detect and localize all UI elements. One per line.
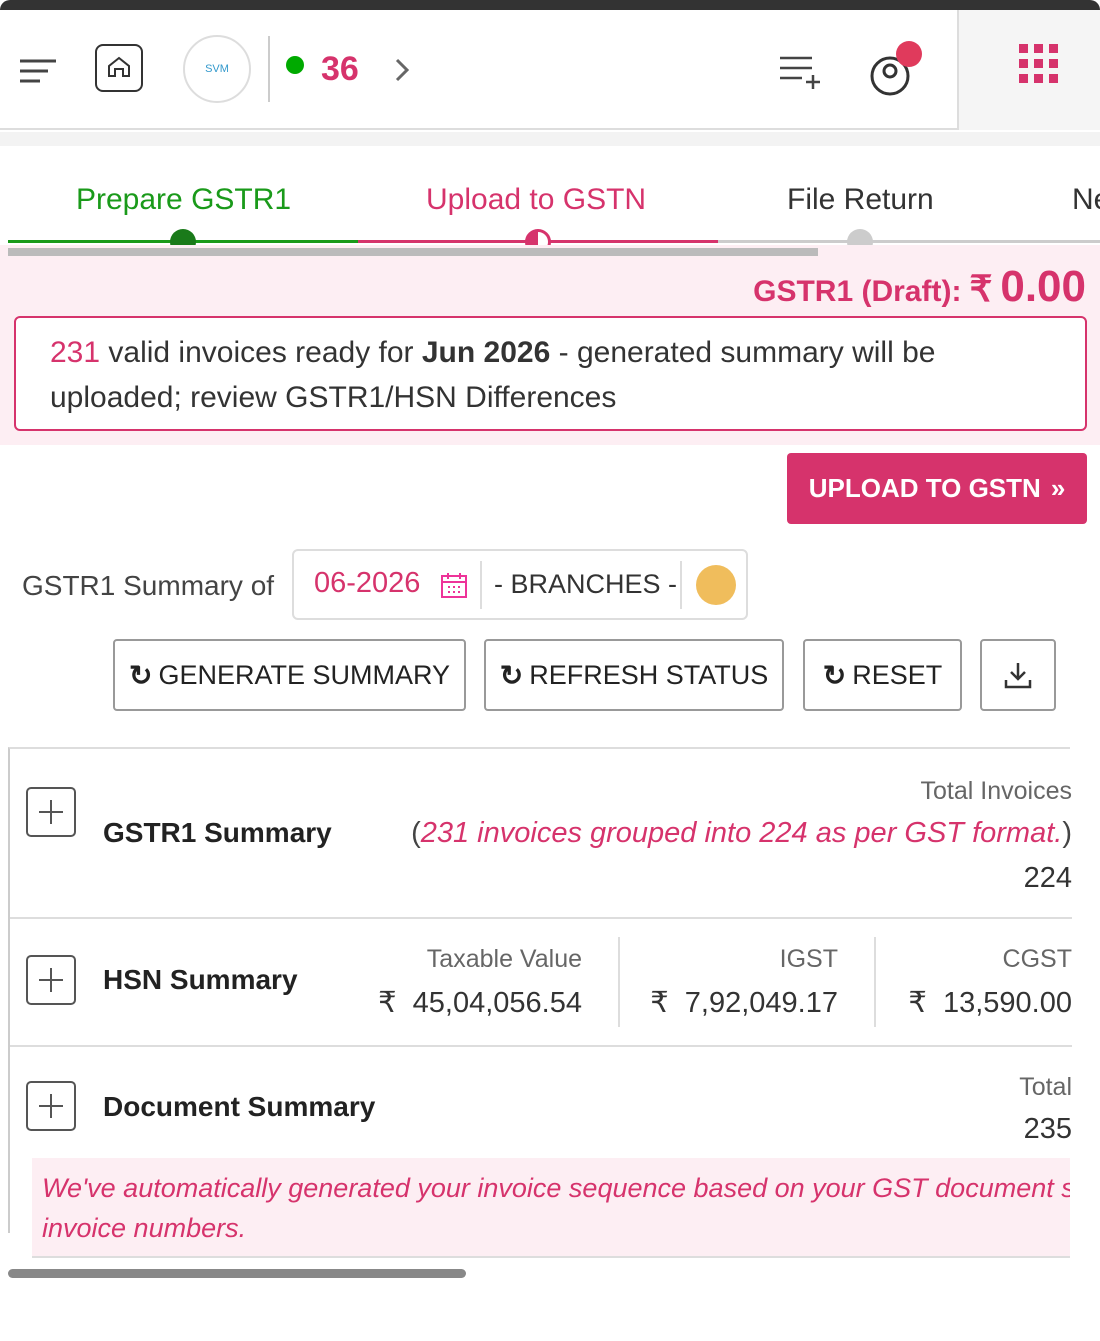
button-label: GENERATE SUMMARY xyxy=(158,659,450,690)
message-line: We've automatically generated your invoi… xyxy=(42,1173,1070,1203)
metric-label: Total xyxy=(1019,1073,1072,1101)
metric-label: Total Invoices xyxy=(920,777,1072,805)
badge-count: 36 xyxy=(321,50,359,88)
scrollbar[interactable] xyxy=(8,1269,466,1278)
list-add-icon[interactable] xyxy=(778,54,822,92)
notice-text: valid invoices ready for xyxy=(100,336,422,369)
metric-value: 224 xyxy=(1023,862,1072,894)
message-line: invoice numbers. xyxy=(42,1213,247,1243)
currency: ₹ xyxy=(378,987,397,1019)
note: 231 invoices grouped into 224 as per GST… xyxy=(420,817,1063,849)
profile-icon[interactable] xyxy=(868,38,928,98)
period-picker[interactable]: 06-2026 xyxy=(314,567,421,599)
step-label[interactable]: Prepare GSTR1 xyxy=(76,183,292,216)
notice-text: - generated summary will be uploaded; re… xyxy=(50,336,936,414)
summary-table: GSTR1 Summary Total Invoices (231 invoic… xyxy=(8,747,1072,1235)
notice: 231 valid invoices ready for Jun 2026 - … xyxy=(14,316,1087,431)
progress-track xyxy=(8,248,818,256)
upload-button[interactable]: UPLOAD TO GSTN » xyxy=(787,453,1087,524)
column-label: CGST xyxy=(1002,945,1072,973)
upload-label: UPLOAD TO GSTN xyxy=(808,473,1041,503)
chevron[interactable] xyxy=(392,56,412,84)
hsn-row: HSN Summary Taxable Value ₹ 45,04,056.54… xyxy=(10,919,1072,1047)
expand-button[interactable] xyxy=(26,787,76,837)
column-label: IGST xyxy=(779,945,838,973)
note-paren: ( xyxy=(411,817,421,849)
filter-label: GSTR1 Summary of xyxy=(22,570,275,601)
notice-count: 231 xyxy=(50,336,101,369)
currency: ₹ xyxy=(969,268,993,309)
header: SVM 36 xyxy=(0,10,1100,130)
status-dot xyxy=(286,56,304,74)
apps-panel[interactable] xyxy=(957,10,1100,130)
step-label[interactable]: Upload to GSTN xyxy=(426,183,647,216)
column-value: 45,04,056.54 xyxy=(412,987,582,1019)
branches-select[interactable]: - BRANCHES - xyxy=(494,569,678,599)
auto-message: We've automatically generated your invoi… xyxy=(32,1158,1070,1258)
top-bar xyxy=(0,0,1100,10)
divider xyxy=(480,561,482,609)
step-label[interactable]: Ne xyxy=(1072,183,1100,216)
draft-total: GSTR1 (Draft): ₹0.00 xyxy=(753,262,1086,312)
metric-value: 235 xyxy=(1023,1113,1072,1145)
document-row: Document Summary Total 235 xyxy=(10,1047,1072,1235)
button-label: RESET xyxy=(852,659,943,690)
separator xyxy=(0,132,1100,146)
column-label: Taxable Value xyxy=(426,945,582,973)
expand-button[interactable] xyxy=(26,1081,76,1131)
home-button[interactable] xyxy=(95,44,143,92)
reset-button[interactable]: ↻ RESET xyxy=(803,639,962,711)
step-label[interactable]: File Return xyxy=(787,183,934,216)
row-title: GSTR1 Summary xyxy=(103,817,332,848)
refresh-button[interactable]: ↻ REFRESH STATUS xyxy=(484,639,784,711)
draft-amount: 0.00 xyxy=(1000,262,1086,311)
currency: ₹ xyxy=(650,987,669,1019)
notice-period: Jun 2026 xyxy=(421,336,551,369)
note-paren: ) xyxy=(1062,817,1072,849)
divider xyxy=(268,36,270,102)
divider xyxy=(680,561,682,609)
row-title: Document Summary xyxy=(103,1091,376,1122)
download-button[interactable] xyxy=(980,639,1056,711)
status-circle xyxy=(696,565,736,605)
divider xyxy=(874,937,876,1027)
column-value: 7,92,049.17 xyxy=(684,987,838,1019)
expand-button[interactable] xyxy=(26,955,76,1005)
filter-box: 06-2026 - BRANCHES - xyxy=(292,549,748,620)
currency: ₹ xyxy=(908,987,927,1019)
divider xyxy=(618,937,620,1027)
column-value: 13,590.00 xyxy=(942,987,1072,1019)
gstr1-row: GSTR1 Summary Total Invoices (231 invoic… xyxy=(10,749,1072,919)
step-line xyxy=(718,240,1100,243)
draft-label: GSTR1 (Draft): xyxy=(753,275,962,308)
calendar-icon[interactable] xyxy=(440,571,468,599)
menu-icon[interactable] xyxy=(18,58,58,86)
row-title: HSN Summary xyxy=(103,964,298,995)
upload-icon: » xyxy=(1050,473,1066,503)
logo[interactable]: SVM xyxy=(183,35,251,103)
generate-button[interactable]: ↻ GENERATE SUMMARY xyxy=(113,639,466,711)
button-label: REFRESH STATUS xyxy=(529,659,769,690)
